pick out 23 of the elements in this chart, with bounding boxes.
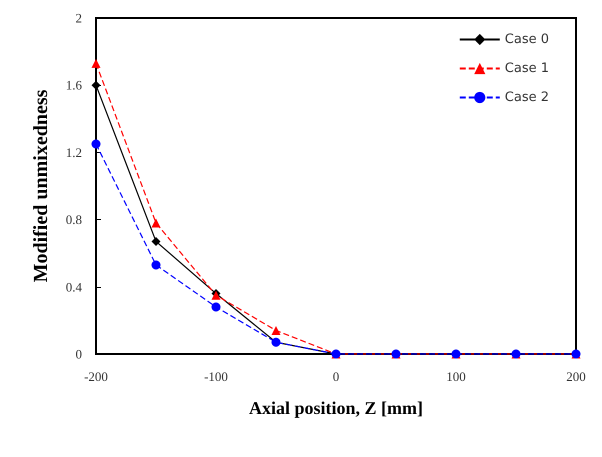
x-tick-label: 200 — [566, 369, 586, 384]
point — [272, 326, 280, 335]
y-axis-title: Modified unmixedness — [30, 89, 52, 282]
y-tick-label: 1.2 — [66, 144, 82, 160]
point — [92, 58, 100, 68]
y-tick-label: 0 — [76, 346, 82, 362]
point — [152, 260, 160, 270]
x-tick-label: -200 — [84, 369, 108, 384]
y-tick-label: 0.4 — [66, 279, 82, 294]
point — [92, 140, 100, 148]
legend-label: Case 0 — [504, 32, 549, 47]
point — [212, 302, 220, 312]
legend-label: Case 1 — [504, 61, 549, 76]
x-tick-label: 0 — [332, 369, 340, 384]
legend-label: Case 2 — [504, 90, 549, 105]
x-axis-title: Axial position, Z [mm] — [248, 398, 424, 418]
y-tick-label: 0.8 — [66, 212, 82, 228]
x-tick-label: 100 — [446, 369, 466, 384]
point — [152, 236, 160, 246]
x-tick-label: -100 — [204, 369, 228, 384]
y-tick-label: 2 — [76, 10, 82, 26]
y-tick-label: 1.6 — [66, 78, 82, 93]
point — [152, 218, 160, 228]
